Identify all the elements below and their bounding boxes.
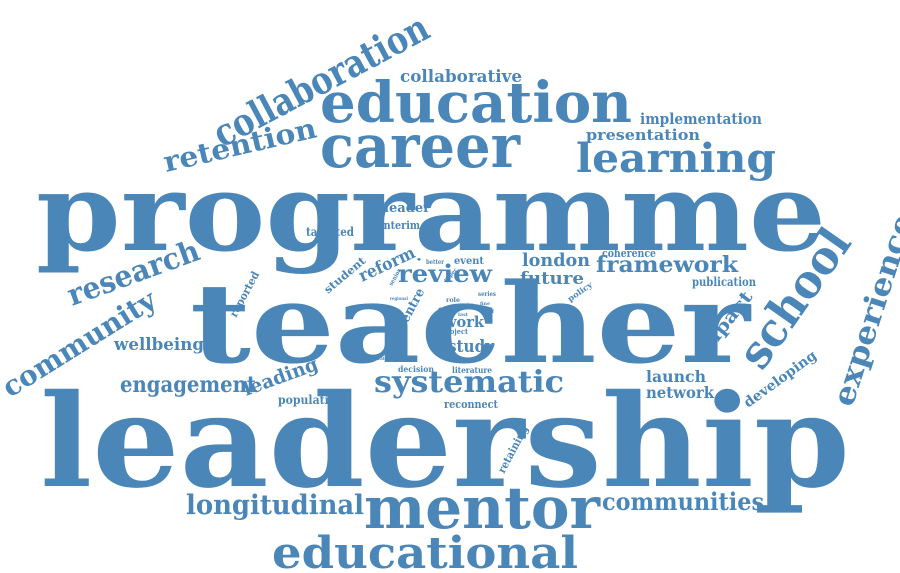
word-future: future: [520, 269, 584, 289]
word-teacher: teacher: [190, 259, 752, 388]
word-collaborative: collaborative: [400, 67, 522, 87]
word-fine: fine: [480, 301, 490, 307]
word-aim: aim: [464, 302, 475, 308]
word-engagement: engagement: [120, 372, 257, 398]
word-project: project: [442, 327, 469, 336]
word-decision: decision: [398, 364, 434, 374]
word-education: education: [320, 70, 632, 136]
word-launch: launch: [646, 367, 706, 386]
word-leader: leader: [384, 201, 430, 216]
word-publication: publication: [692, 275, 756, 289]
word-mentor: mentor: [364, 474, 601, 542]
word-role: role: [446, 297, 460, 304]
word-network: network: [646, 383, 715, 402]
word-reconnect: reconnect: [444, 398, 499, 411]
word-wellbeing: wellbeing: [113, 335, 204, 355]
word-talented: talented: [306, 225, 355, 239]
word-series: series: [478, 291, 497, 298]
word-london: london: [522, 250, 590, 271]
word-better: better: [426, 259, 445, 266]
word-dot: •: [416, 255, 422, 264]
word-communities: communities: [602, 487, 764, 516]
word-educational: educational: [272, 528, 578, 573]
word-event: event: [454, 256, 484, 267]
word-last: last: [458, 312, 469, 318]
word-coherence: coherence: [602, 247, 656, 260]
word-implementation: implementation: [640, 110, 762, 128]
word-systematic: systematic: [374, 365, 564, 400]
word-staff: staff: [482, 309, 495, 315]
word-presentation: presentation: [586, 126, 700, 144]
word-work: work: [443, 313, 485, 331]
word-strategic: strategic: [374, 356, 394, 362]
word-career: career: [320, 112, 521, 182]
word-interim: interim: [380, 219, 420, 232]
word-regional: regional: [390, 296, 408, 302]
word-longitudinal: longitudinal: [186, 490, 364, 521]
word-programme: programme: [36, 150, 826, 276]
word-framework: framework: [596, 252, 739, 278]
word-literature: literature: [452, 365, 492, 375]
word-learning: learning: [576, 135, 776, 182]
word-population: population: [278, 393, 344, 407]
word-ects: ects: [438, 304, 456, 314]
word-review: review: [398, 259, 493, 288]
word-leadership: leadership: [40, 367, 850, 517]
word-study: study: [448, 337, 495, 357]
